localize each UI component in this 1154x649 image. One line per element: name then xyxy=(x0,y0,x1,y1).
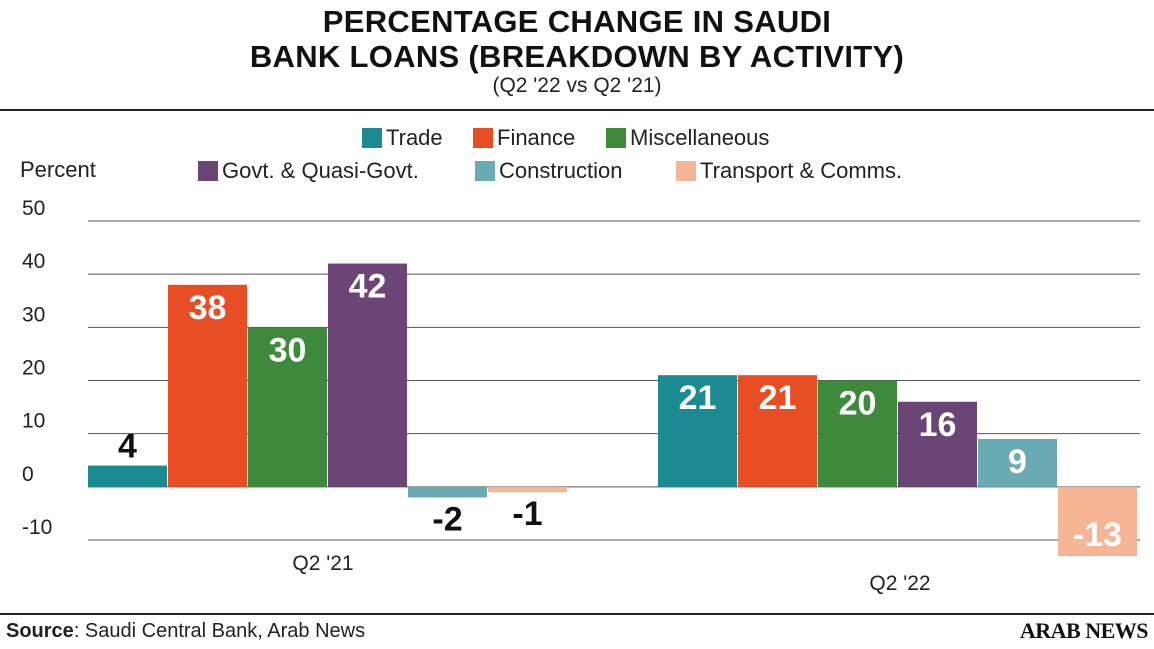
source-text: : Saudi Central Bank, Arab News xyxy=(73,620,366,642)
bar-finance-q2-22 xyxy=(738,375,817,487)
bar-miscellaneous-q2-22 xyxy=(818,380,897,487)
y-tick-label: 0 xyxy=(22,463,34,486)
data-label: 4 xyxy=(118,428,137,466)
data-label: 21 xyxy=(759,379,797,417)
data-label: -13 xyxy=(1073,516,1122,554)
bar-construction-q2-22 xyxy=(978,438,1057,487)
legend-swatch-trade xyxy=(362,128,382,148)
legend-item-finance: Finance xyxy=(473,125,575,151)
bar-construction-q2-21 xyxy=(408,486,487,498)
y-tick-label: 40 xyxy=(22,250,45,273)
data-label: 9 xyxy=(1008,443,1027,481)
data-label: 30 xyxy=(269,331,307,369)
y-tick-label: 50 xyxy=(22,197,45,220)
bar-transport-comms-q2-21 xyxy=(488,486,567,493)
legend-item-construction: Construction xyxy=(475,158,623,184)
bar-govt-quasi-govt-q2-21 xyxy=(328,263,407,487)
source-label: Source xyxy=(6,620,74,642)
y-tick-label: 10 xyxy=(22,410,45,433)
y-tick-label: -10 xyxy=(22,516,52,539)
data-label: 16 xyxy=(919,406,957,444)
legend-swatch-construction xyxy=(475,161,495,181)
title-line-1: PERCENTAGE CHANGE IN SAUDI xyxy=(322,4,832,39)
legend-item-trade: Trade xyxy=(362,125,443,151)
title-line-2: BANK LOANS (BREAKDOWN BY ACTIVITY) xyxy=(249,39,905,74)
data-label: -2 xyxy=(432,500,462,538)
legend-label-finance: Finance xyxy=(497,125,576,150)
data-label: 38 xyxy=(189,289,227,327)
y-tick-label: 30 xyxy=(22,303,45,326)
legend-label-govt: Govt. & Quasi-Govt. xyxy=(222,158,419,183)
bar-transport-comms-q2-22 xyxy=(1058,486,1137,556)
bar-miscellaneous-q2-21 xyxy=(248,327,327,487)
data-label: 20 xyxy=(839,385,877,423)
legend-item-govt: Govt. & Quasi-Govt. xyxy=(198,158,419,184)
category-label-q2-21: Q2 '21 xyxy=(292,552,353,575)
bottom-divider xyxy=(0,613,1154,615)
data-label: 21 xyxy=(679,379,717,417)
arab-news-logo: ARAB NEWS xyxy=(1019,618,1149,643)
legend-swatch-govt xyxy=(198,161,218,181)
legend-swatch-miscellaneous xyxy=(606,128,626,148)
bar-finance-q2-21 xyxy=(168,284,247,487)
bar-govt-quasi-govt-q2-22 xyxy=(898,401,977,487)
legend-item-transport: Transport & Comms. xyxy=(676,158,902,184)
legend-swatch-transport xyxy=(676,161,696,181)
legend-label-miscellaneous: Miscellaneous xyxy=(630,125,770,150)
top-divider xyxy=(0,109,1154,111)
bar-trade-q2-22 xyxy=(658,375,737,487)
data-label: 42 xyxy=(349,268,387,306)
source-note: Source: Saudi Central Bank, Arab News xyxy=(6,620,365,643)
legend-swatch-finance xyxy=(473,128,493,148)
legend-label-trade: Trade xyxy=(386,125,443,150)
data-label: -1 xyxy=(512,495,542,533)
legend-label-construction: Construction xyxy=(499,158,623,183)
chart-title: PERCENTAGE CHANGE IN SAUDI BANK LOANS (B… xyxy=(0,4,1154,74)
legend-label-transport: Transport & Comms. xyxy=(700,158,903,183)
y-tick-label: 20 xyxy=(22,357,45,380)
chart-subtitle: (Q2 '22 vs Q2 '21) xyxy=(492,74,662,97)
legend-item-miscellaneous: Miscellaneous xyxy=(606,125,769,151)
bar-trade-q2-21 xyxy=(88,465,167,487)
y-axis-label: Percent xyxy=(20,157,96,182)
category-label-q2-22: Q2 '22 xyxy=(869,572,930,595)
